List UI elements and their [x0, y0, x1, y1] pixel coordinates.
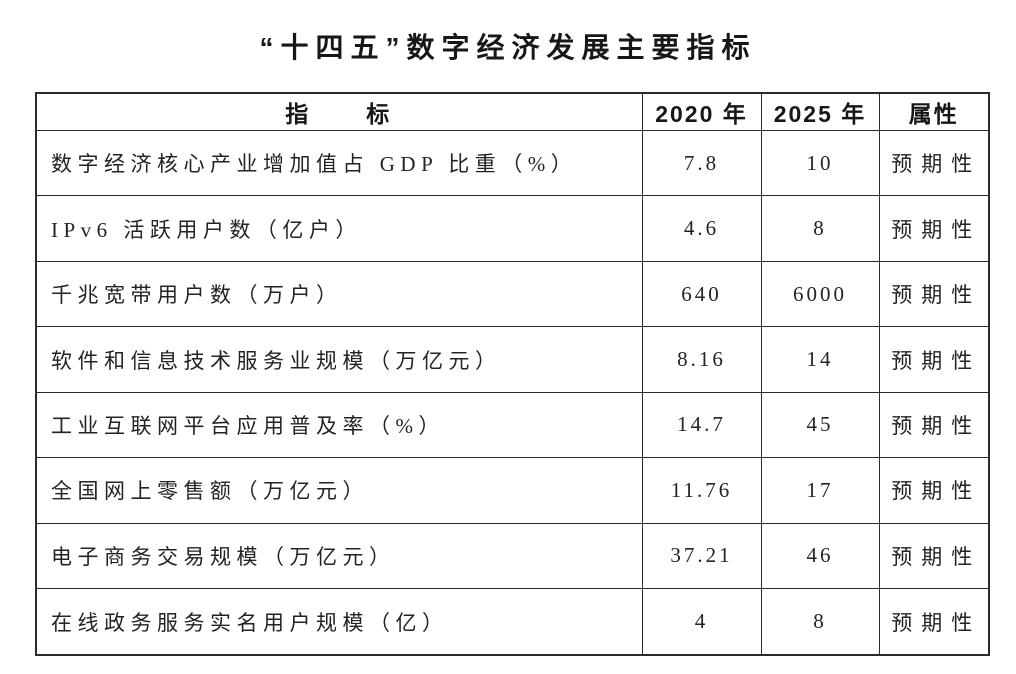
header-indicator: 指 标	[35, 92, 643, 131]
value-2025-cell: 17	[760, 457, 880, 524]
value-2020-cell: 11.76	[641, 457, 762, 524]
table-row: 全国网上零售额（万亿元） 11.76 17 预期性	[35, 457, 990, 524]
indicator-cell: 千兆宽带用户数（万户）	[35, 260, 643, 328]
value-2025-cell: 8	[760, 588, 880, 656]
table-row: 在线政务服务实名用户规模（亿） 4 8 预期性	[35, 588, 990, 656]
value-2020-cell: 37.21	[641, 522, 762, 590]
attribute-cell: 预期性	[878, 129, 990, 197]
value-2020-cell: 14.7	[641, 391, 762, 459]
table-row: 千兆宽带用户数（万户） 640 6000 预期性	[35, 260, 990, 328]
attribute-cell: 预期性	[878, 391, 990, 459]
indicator-cell: 数字经济核心产业增加值占 GDP 比重（%）	[35, 129, 643, 197]
table-row: 数字经济核心产业增加值占 GDP 比重（%） 7.8 10 预期性	[35, 129, 990, 197]
indicator-cell: 软件和信息技术服务业规模（万亿元）	[35, 326, 643, 393]
value-2020-cell: 7.8	[641, 129, 762, 197]
table-row: 工业互联网平台应用普及率（%） 14.7 45 预期性	[35, 391, 990, 459]
value-2020-cell: 4.6	[641, 195, 762, 262]
indicator-table: 指 标 2020 年 2025 年 属性 数字经济核心产业增加值占 GDP 比重…	[35, 92, 990, 656]
indicator-cell: 在线政务服务实名用户规模（亿）	[35, 588, 643, 656]
attribute-cell: 预期性	[878, 260, 990, 328]
value-2020-cell: 4	[641, 588, 762, 656]
value-2020-cell: 8.16	[641, 326, 762, 393]
attribute-cell: 预期性	[878, 588, 990, 656]
value-2025-cell: 8	[760, 195, 880, 262]
indicator-cell: 电子商务交易规模（万亿元）	[35, 522, 643, 590]
value-2025-cell: 14	[760, 326, 880, 393]
header-2025: 2025 年	[760, 92, 880, 131]
value-2025-cell: 10	[760, 129, 880, 197]
attribute-cell: 预期性	[878, 457, 990, 524]
indicator-cell: IPv6 活跃用户数（亿户）	[35, 195, 643, 262]
value-2025-cell: 6000	[760, 260, 880, 328]
value-2020-cell: 640	[641, 260, 762, 328]
value-2025-cell: 46	[760, 522, 880, 590]
indicator-cell: 工业互联网平台应用普及率（%）	[35, 391, 643, 459]
page-title: “十四五”数字经济发展主要指标	[259, 32, 757, 63]
table-row: 电子商务交易规模（万亿元） 37.21 46 预期性	[35, 522, 990, 590]
attribute-cell: 预期性	[878, 522, 990, 590]
table-row: IPv6 活跃用户数（亿户） 4.6 8 预期性	[35, 195, 990, 262]
attribute-cell: 预期性	[878, 195, 990, 262]
value-2025-cell: 45	[760, 391, 880, 459]
table-header-row: 指 标 2020 年 2025 年 属性	[35, 92, 990, 131]
header-2020: 2020 年	[641, 92, 762, 131]
table-row: 软件和信息技术服务业规模（万亿元） 8.16 14 预期性	[35, 326, 990, 393]
attribute-cell: 预期性	[878, 326, 990, 393]
header-attribute: 属性	[878, 92, 990, 131]
indicator-cell: 全国网上零售额（万亿元）	[35, 457, 643, 524]
